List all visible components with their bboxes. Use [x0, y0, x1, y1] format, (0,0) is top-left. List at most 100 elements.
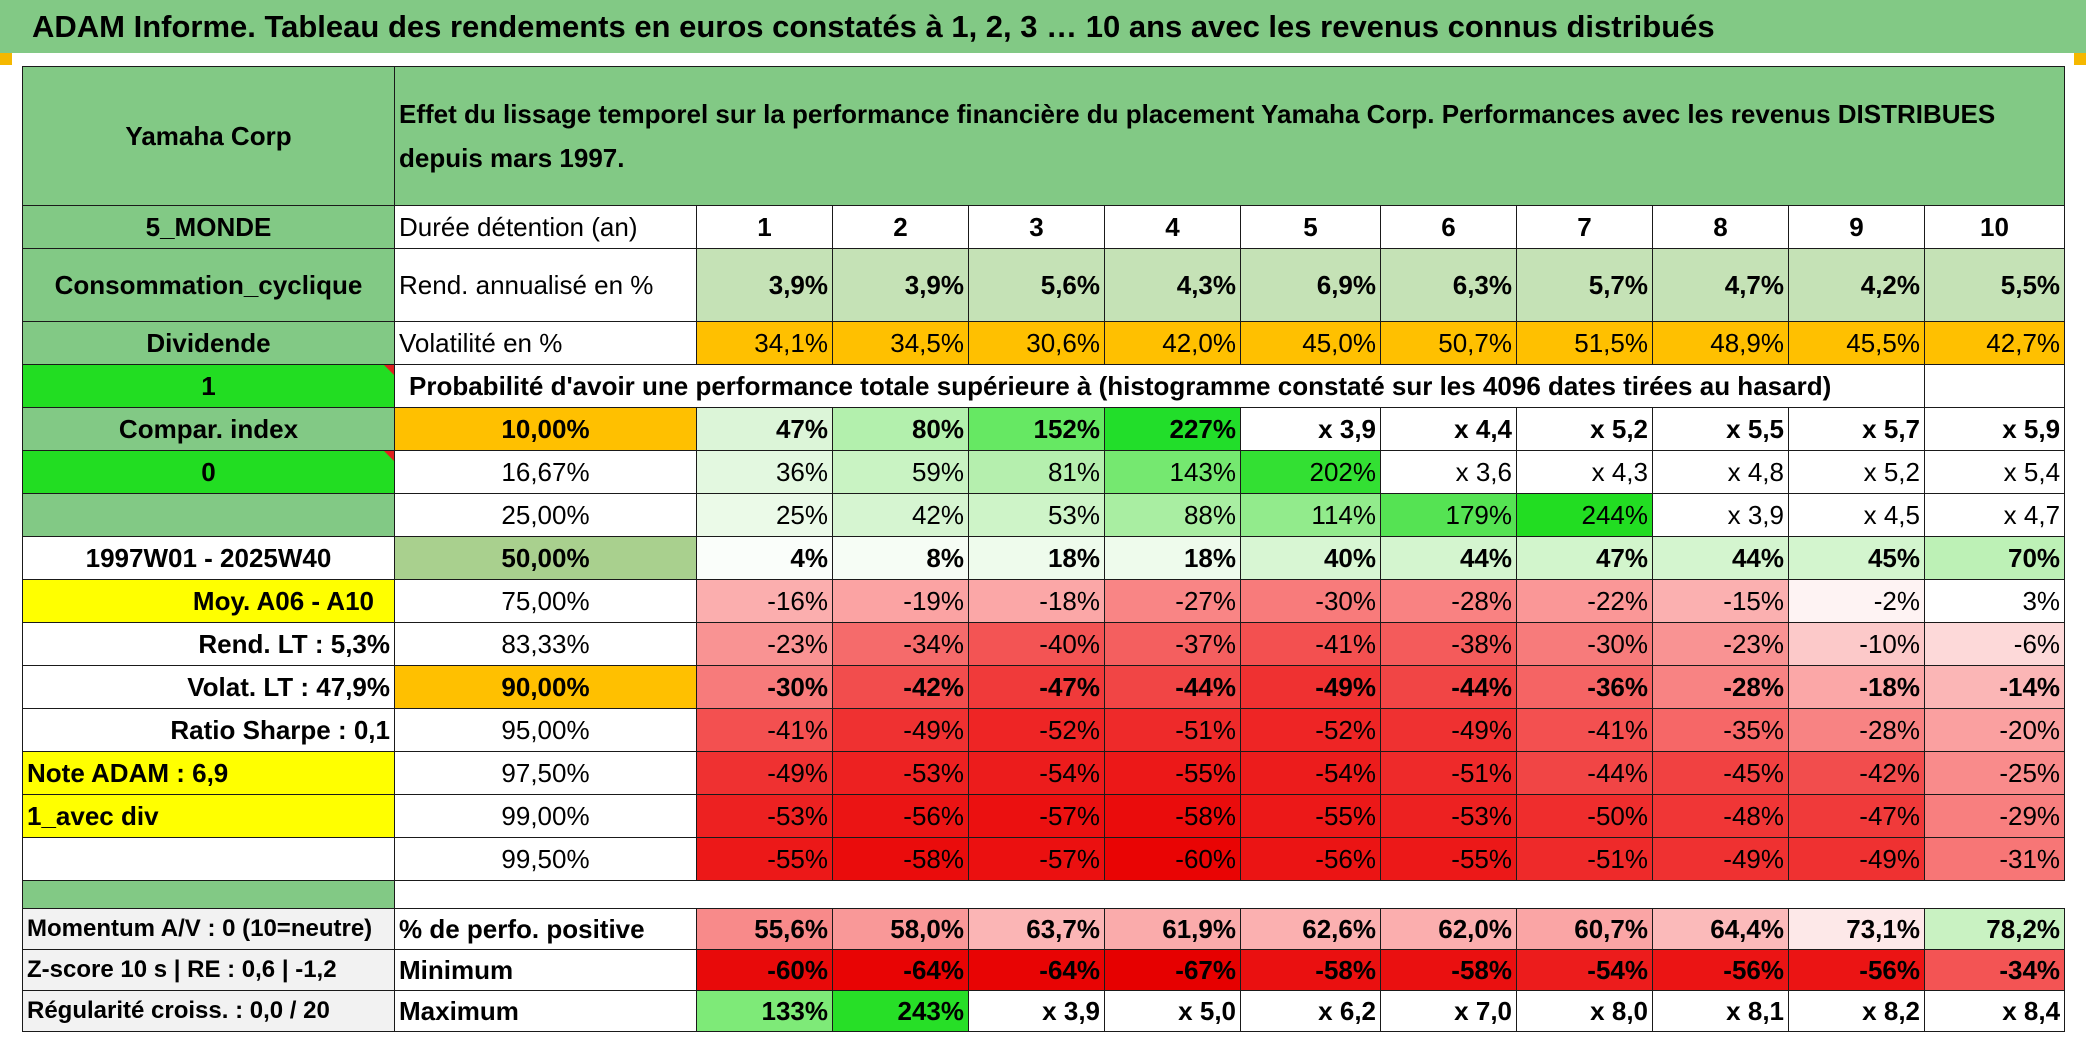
- prob-cell: x 4,5: [1788, 493, 1925, 537]
- zone-label: 5_MONDE: [22, 205, 395, 249]
- volatilite-cell: 42,0%: [1104, 321, 1241, 365]
- maximum-row: Régularité croiss. : 0,0 / 20 Maximum 13…: [22, 990, 2066, 1032]
- prob-cell: -16%: [696, 579, 833, 623]
- prob-row: 25,00% 25% 42% 53% 88% 114% 179% 244% x …: [22, 493, 2066, 537]
- prob-cell: -44%: [1380, 665, 1517, 709]
- prob-cell: 88%: [1104, 493, 1241, 537]
- prob-cell: -15%: [1652, 579, 1789, 623]
- positive-cell: 61,9%: [1104, 908, 1241, 950]
- income-label: Dividende: [22, 321, 395, 365]
- positive-cell: 64,4%: [1652, 908, 1789, 950]
- positive-cell: 55,6%: [696, 908, 833, 950]
- prob-cell: 143%: [1104, 450, 1241, 494]
- volatilite-cell: 45,0%: [1240, 321, 1381, 365]
- compar-index-label: Compar. index: [22, 407, 395, 451]
- company-name: Yamaha Corp: [22, 66, 395, 206]
- positive-cell: 62,6%: [1240, 908, 1381, 950]
- prob-cell: x 4,8: [1652, 450, 1789, 494]
- rendement-cell: 6,9%: [1240, 248, 1381, 322]
- volatilite-cell: 42,7%: [1923, 321, 2066, 365]
- prob-cell: -56%: [1240, 837, 1381, 881]
- flag-one-cell[interactable]: 1: [22, 364, 395, 408]
- volatilite-cell: 34,1%: [696, 321, 833, 365]
- prob-pct: 99,50%: [394, 837, 697, 881]
- spacer-green: [22, 880, 395, 909]
- prob-cell: 70%: [1923, 536, 2066, 580]
- prob-cell: -28%: [1380, 579, 1517, 623]
- minimum-cell: -54%: [1516, 949, 1653, 991]
- positive-row: Momentum A/V : 0 (10=neutre) % de perfo.…: [22, 908, 2066, 950]
- probability-title: Probabilité d'avoir une performance tota…: [394, 364, 1925, 408]
- prob-cell: -41%: [1240, 622, 1381, 666]
- positive-cell: 63,7%: [968, 908, 1105, 950]
- maximum-cell: x 6,2: [1240, 990, 1381, 1032]
- maximum-cell: x 5,0: [1104, 990, 1241, 1032]
- prob-cell: -38%: [1380, 622, 1517, 666]
- minimum-cell: -34%: [1923, 949, 2066, 991]
- prob-cell: 47%: [1516, 536, 1653, 580]
- prob-cell: 8%: [832, 536, 969, 580]
- prob-cell: -44%: [1516, 751, 1653, 795]
- prob-cell: -54%: [1240, 751, 1381, 795]
- volatilite-cell: 45,5%: [1788, 321, 1925, 365]
- prob-cell: -54%: [968, 751, 1105, 795]
- volatilite-cell: 51,5%: [1516, 321, 1653, 365]
- prob-cell: -51%: [1380, 751, 1517, 795]
- prob-row: 1997W01 - 2025W40 50,00% 4% 8% 18% 18% 4…: [22, 536, 2066, 580]
- prob-cell: -36%: [1516, 665, 1653, 709]
- maximum-cell: 243%: [832, 990, 969, 1032]
- minimum-cell: -56%: [1788, 949, 1925, 991]
- prob-cell: x 5,2: [1788, 450, 1925, 494]
- prob-pct: 99,00%: [394, 794, 697, 838]
- prob-row: Ratio Sharpe : 0,1 95,00% -41% -49% -52%…: [22, 708, 2066, 752]
- prob-cell: -6%: [1923, 622, 2066, 666]
- prob-row: Moy. A06 - A10 75,00% -16% -19% -18% -27…: [22, 579, 2066, 623]
- prob-cell: -25%: [1923, 751, 2066, 795]
- prob-cell: -2%: [1788, 579, 1925, 623]
- prob-cell: -42%: [1788, 751, 1925, 795]
- regularite-label: Régularité croiss. : 0,0 / 20: [22, 990, 395, 1032]
- prob-cell: -44%: [1104, 665, 1241, 709]
- positive-cell: 60,7%: [1516, 908, 1653, 950]
- prob-cell: -35%: [1652, 708, 1789, 752]
- prob-cell: x 4,4: [1380, 407, 1517, 451]
- prob-cell: -56%: [832, 794, 969, 838]
- flag-zero-cell[interactable]: 0: [22, 450, 395, 494]
- maximum-cell: 133%: [696, 990, 833, 1032]
- prob-cell: 36%: [696, 450, 833, 494]
- prob-cell: x 5,4: [1923, 450, 2066, 494]
- minimum-cell: -67%: [1104, 949, 1241, 991]
- prob-cell: -41%: [1516, 708, 1653, 752]
- rendement-label: Rend. annualisé en %: [394, 248, 697, 322]
- prob-cell: -49%: [1652, 837, 1789, 881]
- prob-cell: 152%: [968, 407, 1105, 451]
- prob-cell: -52%: [1240, 708, 1381, 752]
- rendement-row: Consommation_cyclique Rend. annualisé en…: [22, 248, 2066, 322]
- prob-pct: 95,00%: [394, 708, 697, 752]
- durations-row: 5_MONDE Durée détention (an) 1 2 3 4 5 6…: [22, 205, 2066, 249]
- positive-cell: 58,0%: [832, 908, 969, 950]
- prob-cell: -18%: [968, 579, 1105, 623]
- volatilite-row: Dividende Volatilité en % 34,1% 34,5% 30…: [22, 321, 2066, 365]
- prob-cell: -41%: [696, 708, 833, 752]
- prob-cell: x 3,6: [1380, 450, 1517, 494]
- maximum-cell: x 8,4: [1923, 990, 2066, 1032]
- prob-cell: 179%: [1380, 493, 1517, 537]
- prob-cell: -58%: [1104, 794, 1241, 838]
- duration-10: 10: [1923, 205, 2066, 249]
- rendement-cell: 4,2%: [1788, 248, 1925, 322]
- positive-label: % de perfo. positive: [394, 908, 697, 950]
- prob-cell: 227%: [1104, 407, 1241, 451]
- prob-cell: -55%: [1104, 751, 1241, 795]
- prob-cell: -28%: [1788, 708, 1925, 752]
- prob-cell: 59%: [832, 450, 969, 494]
- maximum-cell: x 8,1: [1652, 990, 1789, 1032]
- prob-cell: 4%: [696, 536, 833, 580]
- corner-mark-left: [0, 53, 12, 65]
- prob-cell: 47%: [696, 407, 833, 451]
- maximum-cell: x 8,2: [1788, 990, 1925, 1032]
- prob-cell: -57%: [968, 837, 1105, 881]
- rendement-cell: 3,9%: [696, 248, 833, 322]
- report-title: ADAM Informe. Tableau des rendements en …: [0, 0, 2086, 53]
- rendement-cell: 5,7%: [1516, 248, 1653, 322]
